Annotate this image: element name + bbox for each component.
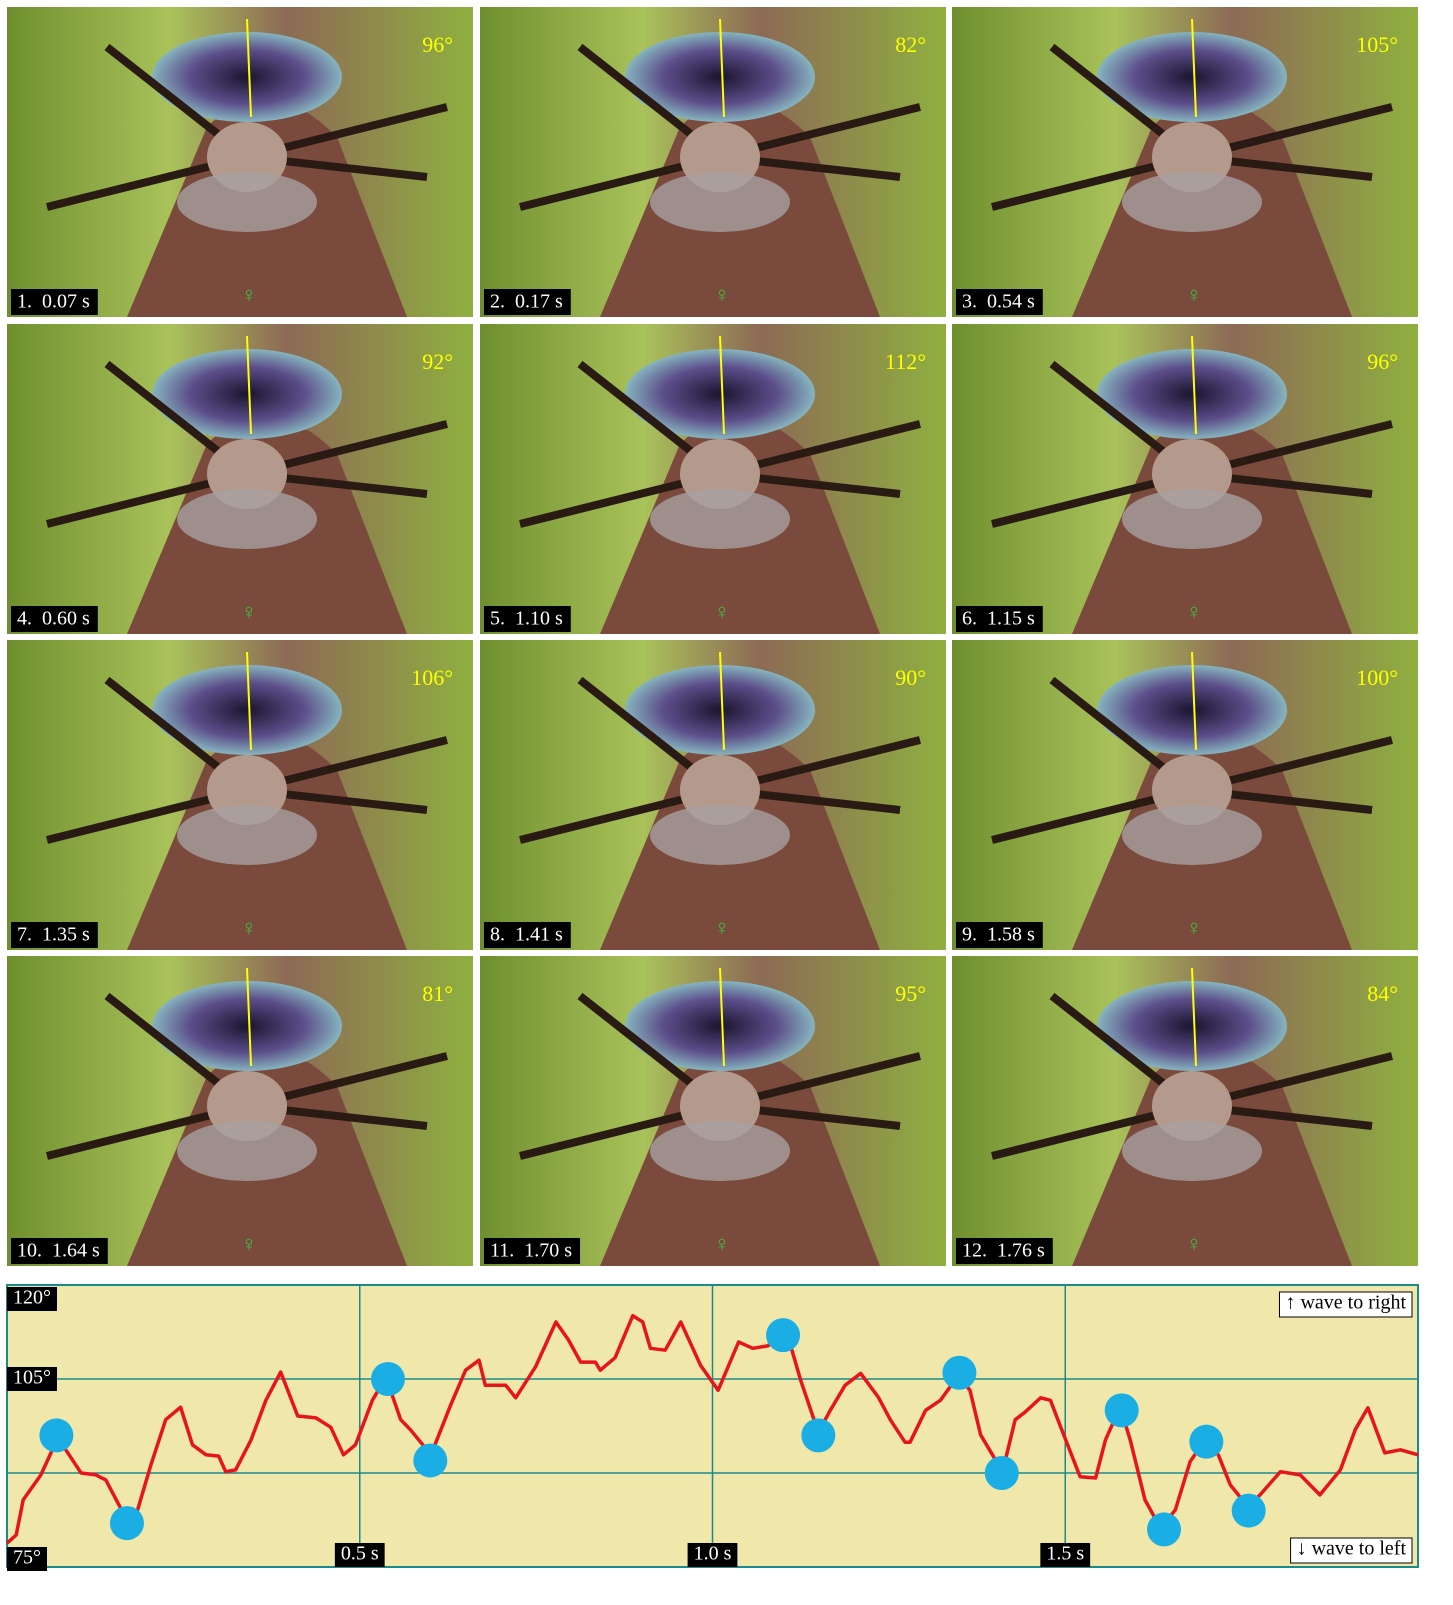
angle-label: 81°: [422, 981, 453, 1006]
angle-label: 84°: [1367, 981, 1398, 1006]
legs-front: [177, 805, 317, 865]
frame-point: [413, 1443, 447, 1477]
page: 96° ♀ 1. 0.07 s 82° ♀ 2. 0.17 s 105° ♀ 3. 0.54 s…: [0, 0, 1453, 1605]
female-symbol: ♀: [241, 282, 258, 307]
photo-panel: 112° ♀ 5. 1.10 s: [480, 324, 946, 634]
angle-label: 82°: [895, 32, 926, 57]
y-tick-label: 75°: [13, 1547, 41, 1569]
legs-front: [1122, 172, 1262, 232]
annotation: ↑ wave to right: [1285, 1292, 1406, 1314]
photo-panel: 100° ♀ 9. 1.58 s: [952, 640, 1418, 950]
angle-label: 106°: [411, 665, 453, 690]
frame-point: [985, 1456, 1019, 1490]
photo-panel: 82° ♀ 2. 0.17 s: [480, 7, 946, 317]
frame-point: [1232, 1494, 1266, 1528]
frame-label: 11. 1.70 s: [490, 1240, 572, 1262]
y-tick-label: 105°: [13, 1367, 51, 1389]
legs-front: [650, 489, 790, 549]
legs-front: [650, 1121, 790, 1181]
x-tick-label: 1.0 s: [694, 1543, 732, 1565]
female-symbol: ♀: [241, 599, 258, 624]
frame-point: [1189, 1425, 1223, 1459]
frame-point: [801, 1418, 835, 1452]
legs-front: [1122, 489, 1262, 549]
frame-label: 10. 1.64 s: [17, 1240, 100, 1262]
frame-label: 9. 1.58 s: [962, 924, 1035, 946]
legs-front: [650, 805, 790, 865]
frame-label: 4. 0.60 s: [17, 608, 90, 630]
female-symbol: ♀: [714, 282, 731, 307]
female-symbol: ♀: [241, 915, 258, 940]
photo-panel: 96° ♀ 1. 0.07 s: [7, 7, 473, 317]
angle-label: 96°: [422, 32, 453, 57]
female-symbol: ♀: [714, 915, 731, 940]
frame-point: [942, 1356, 976, 1390]
female-symbol: ♀: [714, 599, 731, 624]
frame-point: [1147, 1512, 1181, 1546]
frame-point: [39, 1418, 73, 1452]
legs-front: [177, 172, 317, 232]
figure: 96° ♀ 1. 0.07 s 82° ♀ 2. 0.17 s 105° ♀ 3. 0.54 s…: [0, 0, 1453, 1600]
angle-label: 96°: [1367, 349, 1398, 374]
legs-front: [177, 489, 317, 549]
photo-panel: 92° ♀ 4. 0.60 s: [7, 324, 473, 634]
x-tick-label: 0.5 s: [341, 1543, 379, 1565]
photo-panel: 95° ♀ 11. 1.70 s: [480, 956, 946, 1266]
angle-label: 95°: [895, 981, 926, 1006]
frame-label: 12. 1.76 s: [962, 1240, 1045, 1262]
female-symbol: ♀: [241, 1231, 258, 1256]
photo-panel: 106° ♀ 7. 1.35 s: [7, 640, 473, 950]
photo-panel: 90° ♀ 8. 1.41 s: [480, 640, 946, 950]
photo-panel: 105° ♀ 3. 0.54 s: [952, 7, 1418, 317]
angle-label: 92°: [422, 349, 453, 374]
frame-label: 3. 0.54 s: [962, 291, 1035, 313]
frame-point: [110, 1506, 144, 1540]
legs-front: [650, 172, 790, 232]
frame-point: [766, 1318, 800, 1352]
angle-label: 112°: [885, 349, 926, 374]
angle-label: 100°: [1356, 665, 1398, 690]
frame-label: 8. 1.41 s: [490, 924, 563, 946]
female-symbol: ♀: [714, 1231, 731, 1256]
frame-label: 6. 1.15 s: [962, 608, 1035, 630]
y-tick-label: 120°: [13, 1287, 51, 1309]
photo-panel: 81° ♀ 10. 1.64 s: [7, 956, 473, 1266]
frame-point: [1105, 1393, 1139, 1427]
legs-front: [177, 1121, 317, 1181]
frame-label: 1. 0.07 s: [17, 291, 90, 313]
female-symbol: ♀: [1186, 915, 1203, 940]
female-symbol: ♀: [1186, 599, 1203, 624]
annotation: ↓ wave to left: [1297, 1538, 1407, 1560]
angle-label: 90°: [895, 665, 926, 690]
female-symbol: ♀: [1186, 282, 1203, 307]
female-symbol: ♀: [1186, 1231, 1203, 1256]
x-tick-label: 1.5 s: [1046, 1543, 1084, 1565]
frame-point: [371, 1362, 405, 1396]
frame-label: 5. 1.10 s: [490, 608, 563, 630]
frame-label: 7. 1.35 s: [17, 924, 90, 946]
angle-label: 105°: [1356, 32, 1398, 57]
frame-label: 2. 0.17 s: [490, 291, 563, 313]
legs-front: [1122, 805, 1262, 865]
photo-panel: 84° ♀ 12. 1.76 s: [952, 956, 1418, 1266]
legs-front: [1122, 1121, 1262, 1181]
photo-panel: 96° ♀ 6. 1.15 s: [952, 324, 1418, 634]
